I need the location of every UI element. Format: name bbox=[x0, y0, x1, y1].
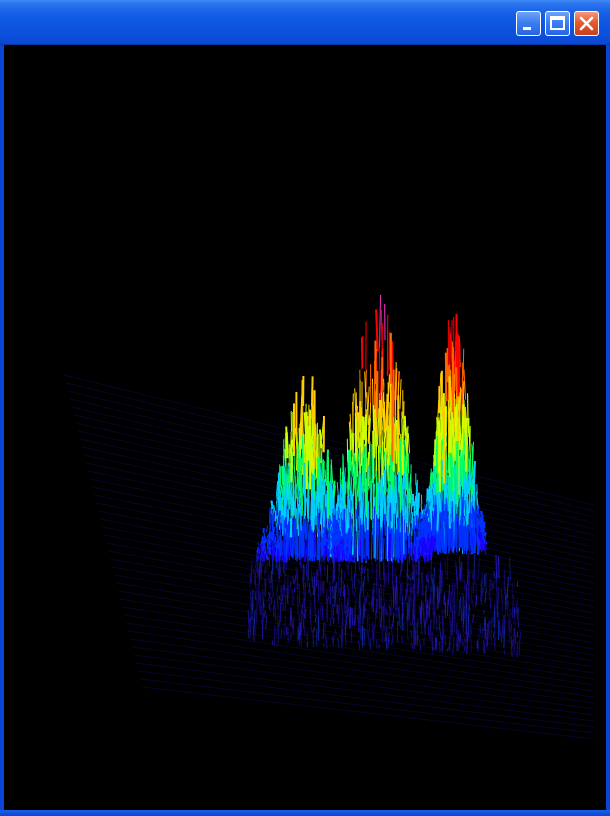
title-bar[interactable] bbox=[0, 0, 610, 45]
surface-peak-2 bbox=[322, 294, 433, 563]
plot-canvas[interactable] bbox=[4, 45, 606, 810]
minimize-button[interactable] bbox=[516, 11, 541, 36]
surface-peak-3 bbox=[418, 313, 488, 555]
close-icon bbox=[579, 16, 594, 31]
surface-plot bbox=[63, 294, 595, 740]
minimize-icon bbox=[523, 27, 531, 30]
surface-base-field bbox=[247, 547, 521, 658]
close-button[interactable] bbox=[574, 11, 599, 36]
maximize-icon bbox=[550, 16, 565, 30]
maximize-button[interactable] bbox=[545, 11, 570, 36]
window-bottom-border bbox=[0, 810, 610, 816]
